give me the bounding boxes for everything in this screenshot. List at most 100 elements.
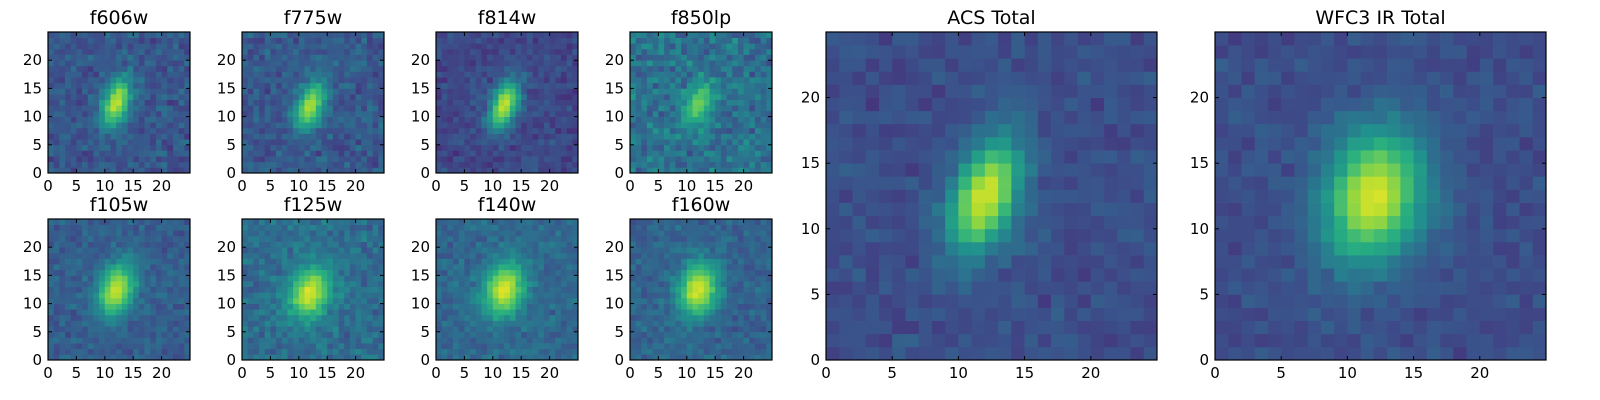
- heatmap-cell: [242, 331, 249, 338]
- heatmap-cell: [658, 105, 665, 112]
- heatmap-cell: [167, 247, 174, 254]
- heatmap-cell: [270, 337, 277, 344]
- heatmap-cell: [253, 230, 260, 237]
- heatmap-cell: [242, 99, 249, 106]
- heatmap-cell: [372, 77, 379, 84]
- heatmap-cell: [760, 348, 767, 355]
- heatmap-cell: [526, 269, 533, 276]
- heatmap-cell: [715, 354, 722, 361]
- heatmap-cell: [543, 354, 550, 361]
- heatmap-cell: [726, 88, 733, 95]
- heatmap-cell: [492, 292, 499, 299]
- heatmap-cell: [65, 292, 72, 299]
- heatmap-cell: [366, 281, 373, 288]
- heatmap-cell: [555, 286, 562, 293]
- heatmap-cell: [737, 77, 744, 84]
- heatmap-cell: [675, 65, 682, 72]
- x-tick-label: 5: [266, 177, 276, 195]
- heatmap-cell: [150, 43, 157, 50]
- heatmap-cell: [715, 54, 722, 61]
- heatmap-cell: [178, 326, 185, 333]
- heatmap-cell: [270, 258, 277, 265]
- heatmap-cell: [264, 269, 271, 276]
- heatmap-cell: [110, 161, 117, 168]
- heatmap-cell: [133, 264, 140, 271]
- heatmap-cell: [293, 326, 300, 333]
- heatmap-cell: [144, 144, 151, 151]
- heatmap-cell: [133, 127, 140, 134]
- heatmap-cell: [766, 99, 773, 106]
- heatmap-cell: [144, 156, 151, 163]
- heatmap-cell: [549, 230, 556, 237]
- heatmap-cell: [652, 161, 659, 168]
- heatmap-cell: [338, 37, 345, 44]
- heatmap-cell: [441, 167, 448, 174]
- heatmap-cell: [259, 292, 266, 299]
- heatmap-cell: [150, 32, 157, 38]
- heatmap-cell: [76, 292, 83, 299]
- heatmap-cell: [332, 122, 339, 129]
- heatmap-cell: [150, 161, 157, 168]
- heatmap-cell: [99, 264, 106, 271]
- heatmap-cell: [247, 354, 254, 361]
- heatmap-cell: [532, 224, 539, 231]
- heatmap-cell: [436, 144, 443, 151]
- heatmap-cell: [116, 88, 123, 95]
- heatmap-cell: [281, 343, 288, 350]
- heatmap-cell: [641, 348, 648, 355]
- heatmap-cell: [281, 235, 288, 242]
- heatmap-cell: [99, 314, 106, 321]
- heatmap-cell: [366, 48, 373, 55]
- heatmap-cell: [732, 167, 739, 174]
- x-tick-label: 5: [72, 177, 82, 195]
- heatmap-cell: [327, 224, 334, 231]
- heatmap-cell: [555, 292, 562, 299]
- heatmap-cell: [270, 105, 277, 112]
- heatmap-cell: [509, 297, 516, 304]
- heatmap-cell: [144, 161, 151, 168]
- heatmap-cell: [48, 337, 55, 344]
- heatmap-cell: [543, 48, 550, 55]
- heatmap-cell: [566, 281, 573, 288]
- heatmap-cell: [133, 37, 140, 44]
- heatmap-cell: [543, 275, 550, 282]
- heatmap-cell: [664, 281, 671, 288]
- heatmap-cell: [184, 326, 191, 333]
- heatmap-cell: [572, 258, 579, 265]
- heatmap-cell: [65, 343, 72, 350]
- heatmap-cell: [59, 303, 66, 310]
- heatmap-cell: [630, 309, 637, 316]
- heatmap-cell: [138, 303, 145, 310]
- heatmap-cell: [766, 133, 773, 140]
- heatmap-cell: [298, 297, 305, 304]
- heatmap-cell: [293, 54, 300, 61]
- heatmap-cell: [172, 343, 179, 350]
- heatmap-cell: [361, 144, 368, 151]
- heatmap-cell: [475, 264, 482, 271]
- heatmap-cell: [572, 94, 579, 101]
- heatmap-cell: [453, 144, 460, 151]
- heatmap-cell: [76, 122, 83, 129]
- heatmap-cell: [161, 269, 168, 276]
- heatmap-cell: [543, 43, 550, 50]
- heatmap-cell: [521, 241, 528, 248]
- heatmap-cell: [133, 314, 140, 321]
- heatmap-cell: [167, 326, 174, 333]
- heatmap-cell: [532, 235, 539, 242]
- heatmap-cell: [116, 235, 123, 242]
- heatmap-cell: [242, 71, 249, 78]
- heatmap-cell: [127, 292, 134, 299]
- heatmap-cell: [726, 43, 733, 50]
- heatmap-cell: [321, 309, 328, 316]
- heatmap-cell: [321, 65, 328, 72]
- heatmap-cell: [298, 127, 305, 134]
- x-tick-label: 20: [734, 177, 753, 195]
- heatmap-cell: [242, 252, 249, 259]
- heatmap-cell: [681, 88, 688, 95]
- heatmap-cell: [310, 354, 317, 361]
- heatmap-cell: [178, 292, 185, 299]
- heatmap-cell: [720, 343, 727, 350]
- heatmap-cell: [526, 258, 533, 265]
- heatmap-cell: [116, 258, 123, 265]
- heatmap-cell: [749, 99, 756, 106]
